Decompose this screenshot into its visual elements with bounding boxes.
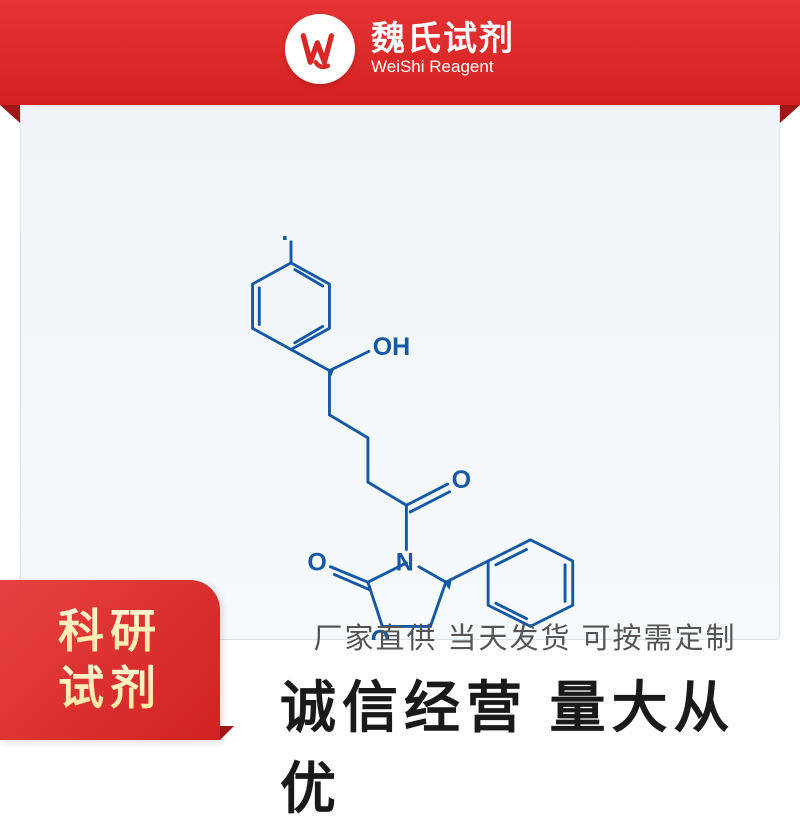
brand-cn: 魏氏试剂 bbox=[371, 21, 515, 58]
category-tag: 科研 试剂 bbox=[0, 580, 220, 740]
logo-block: 魏氏试剂 WeiShi Reagent bbox=[285, 14, 515, 84]
logo-badge-icon bbox=[285, 14, 355, 84]
tag-line-2: 试剂 bbox=[58, 660, 162, 718]
atom-F: F bbox=[281, 236, 296, 246]
atom-N: N bbox=[396, 549, 414, 577]
slogan-small: 厂家直供 当天发货 可按需定制 bbox=[313, 615, 736, 657]
content-panel: F OH O N O O bbox=[20, 105, 780, 640]
tag-line-1: 科研 bbox=[58, 603, 162, 661]
atom-OH: OH bbox=[373, 333, 411, 361]
slogan-big: 诚信经营 量大从优 bbox=[280, 663, 770, 825]
logo-text: 魏氏试剂 WeiShi Reagent bbox=[371, 21, 515, 77]
top-banner: 魏氏试剂 WeiShi Reagent bbox=[0, 0, 800, 105]
atom-O1: O bbox=[452, 466, 471, 494]
brand-en: WeiShi Reagent bbox=[371, 58, 515, 77]
atom-O2: O bbox=[307, 549, 326, 577]
